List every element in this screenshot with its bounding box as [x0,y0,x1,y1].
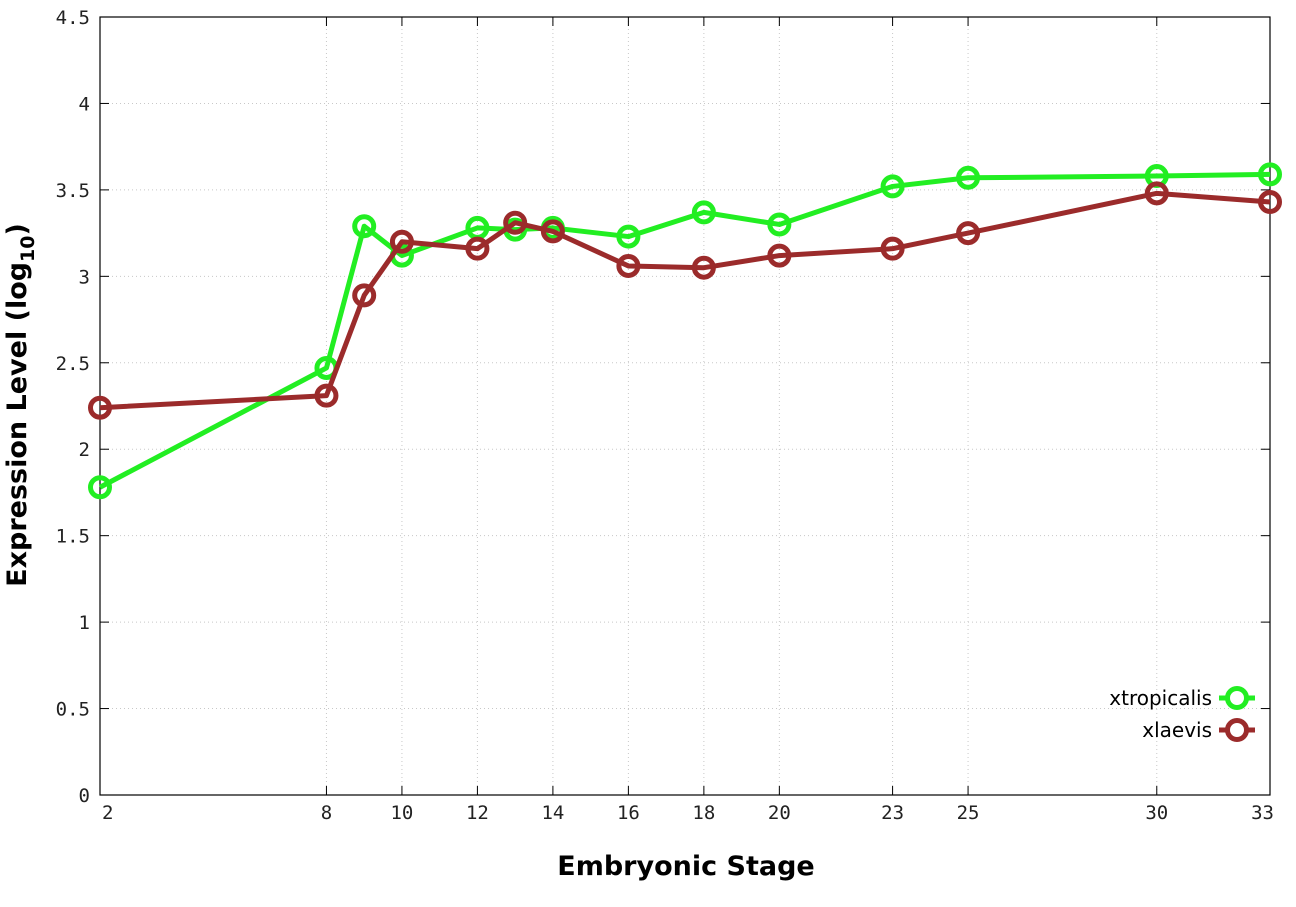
data-point-xlaevis [767,243,792,268]
legend: xtropicalis xlaevis [1109,686,1255,742]
y-tick-label: 4.5 [56,7,90,29]
data-point-xtropicalis [767,212,792,237]
y-tick-label: 2.5 [56,353,90,375]
y-axis-title: Expression Level (log10) [2,223,39,587]
x-tick-label: 20 [768,802,791,824]
data-point-xlaevis [1144,181,1169,206]
plot-frame [99,16,1271,796]
x-tick-label: 16 [617,802,640,824]
x-tick-label: 14 [541,802,564,824]
data-point-xlaevis [616,253,641,278]
x-tick-label: 25 [957,802,980,824]
x-tick-label: 30 [1145,802,1168,824]
data-point-xlaevis [389,229,414,254]
x-tick-label: 12 [466,802,489,824]
x-tick-label: 23 [881,802,904,824]
data-point-xlaevis [1258,189,1282,214]
data-point-xtropicalis [1258,162,1282,187]
data-point-xlaevis [465,236,490,261]
y-tick-label: 0 [79,785,90,807]
data-point-xlaevis [352,283,377,308]
data-point-xlaevis [314,383,339,408]
legend-label-xtropicalis: xtropicalis [1109,686,1212,710]
y-axis-title-close: ) [2,223,33,235]
y-tick-label: 3.5 [56,180,90,202]
y-tick-label: 3 [79,266,90,288]
data-point-xtropicalis [880,174,905,199]
data-point-xlaevis [540,219,565,244]
x-tick-label: 8 [321,802,332,824]
data-point-xlaevis [880,236,905,261]
tick-labels: 0 0.5 1 1.5 2 2.5 3 3.5 4 4.5 2 8 10 12 14 16 18 20 23 25 30… [56,7,1274,824]
data-point-xtropicalis [352,214,377,239]
data-point-xlaevis [956,221,981,246]
x-tick-label: 33 [1251,802,1274,824]
y-tick-label: 4 [79,93,90,115]
data-point-xlaevis [691,255,716,280]
data-point-xlaevis [503,210,528,235]
legend-swatch-marker-xtropicalis [1225,686,1249,710]
data-point-xtropicalis [956,165,981,190]
x-tick-label: 18 [692,802,715,824]
y-tick-label: 1 [79,612,90,634]
data-point-xtropicalis [616,224,641,249]
y-tick-label: 1.5 [56,526,90,548]
axes [99,16,1271,796]
y-tick-label: 2 [79,439,90,461]
data-point-xlaevis [88,395,112,420]
x-tick-label: 10 [390,802,413,824]
x-tick-label: 2 [102,802,113,824]
data-point-xtropicalis [88,475,112,500]
series-line-xlaevis [99,190,1271,411]
y-axis-title-subscript: 10 [17,235,39,261]
legend-swatch-marker-xlaevis [1225,718,1249,742]
y-axis-title-main: Expression Level (log [2,262,33,587]
data-point-xtropicalis [691,200,716,225]
x-axis-title: Embryonic Stage [557,851,814,882]
y-tick-label: 0.5 [56,699,90,721]
grid [100,17,1270,795]
data-series [88,162,1282,500]
series-line-xtropicalis [98,171,1271,490]
legend-label-xlaevis: xlaevis [1142,718,1212,742]
